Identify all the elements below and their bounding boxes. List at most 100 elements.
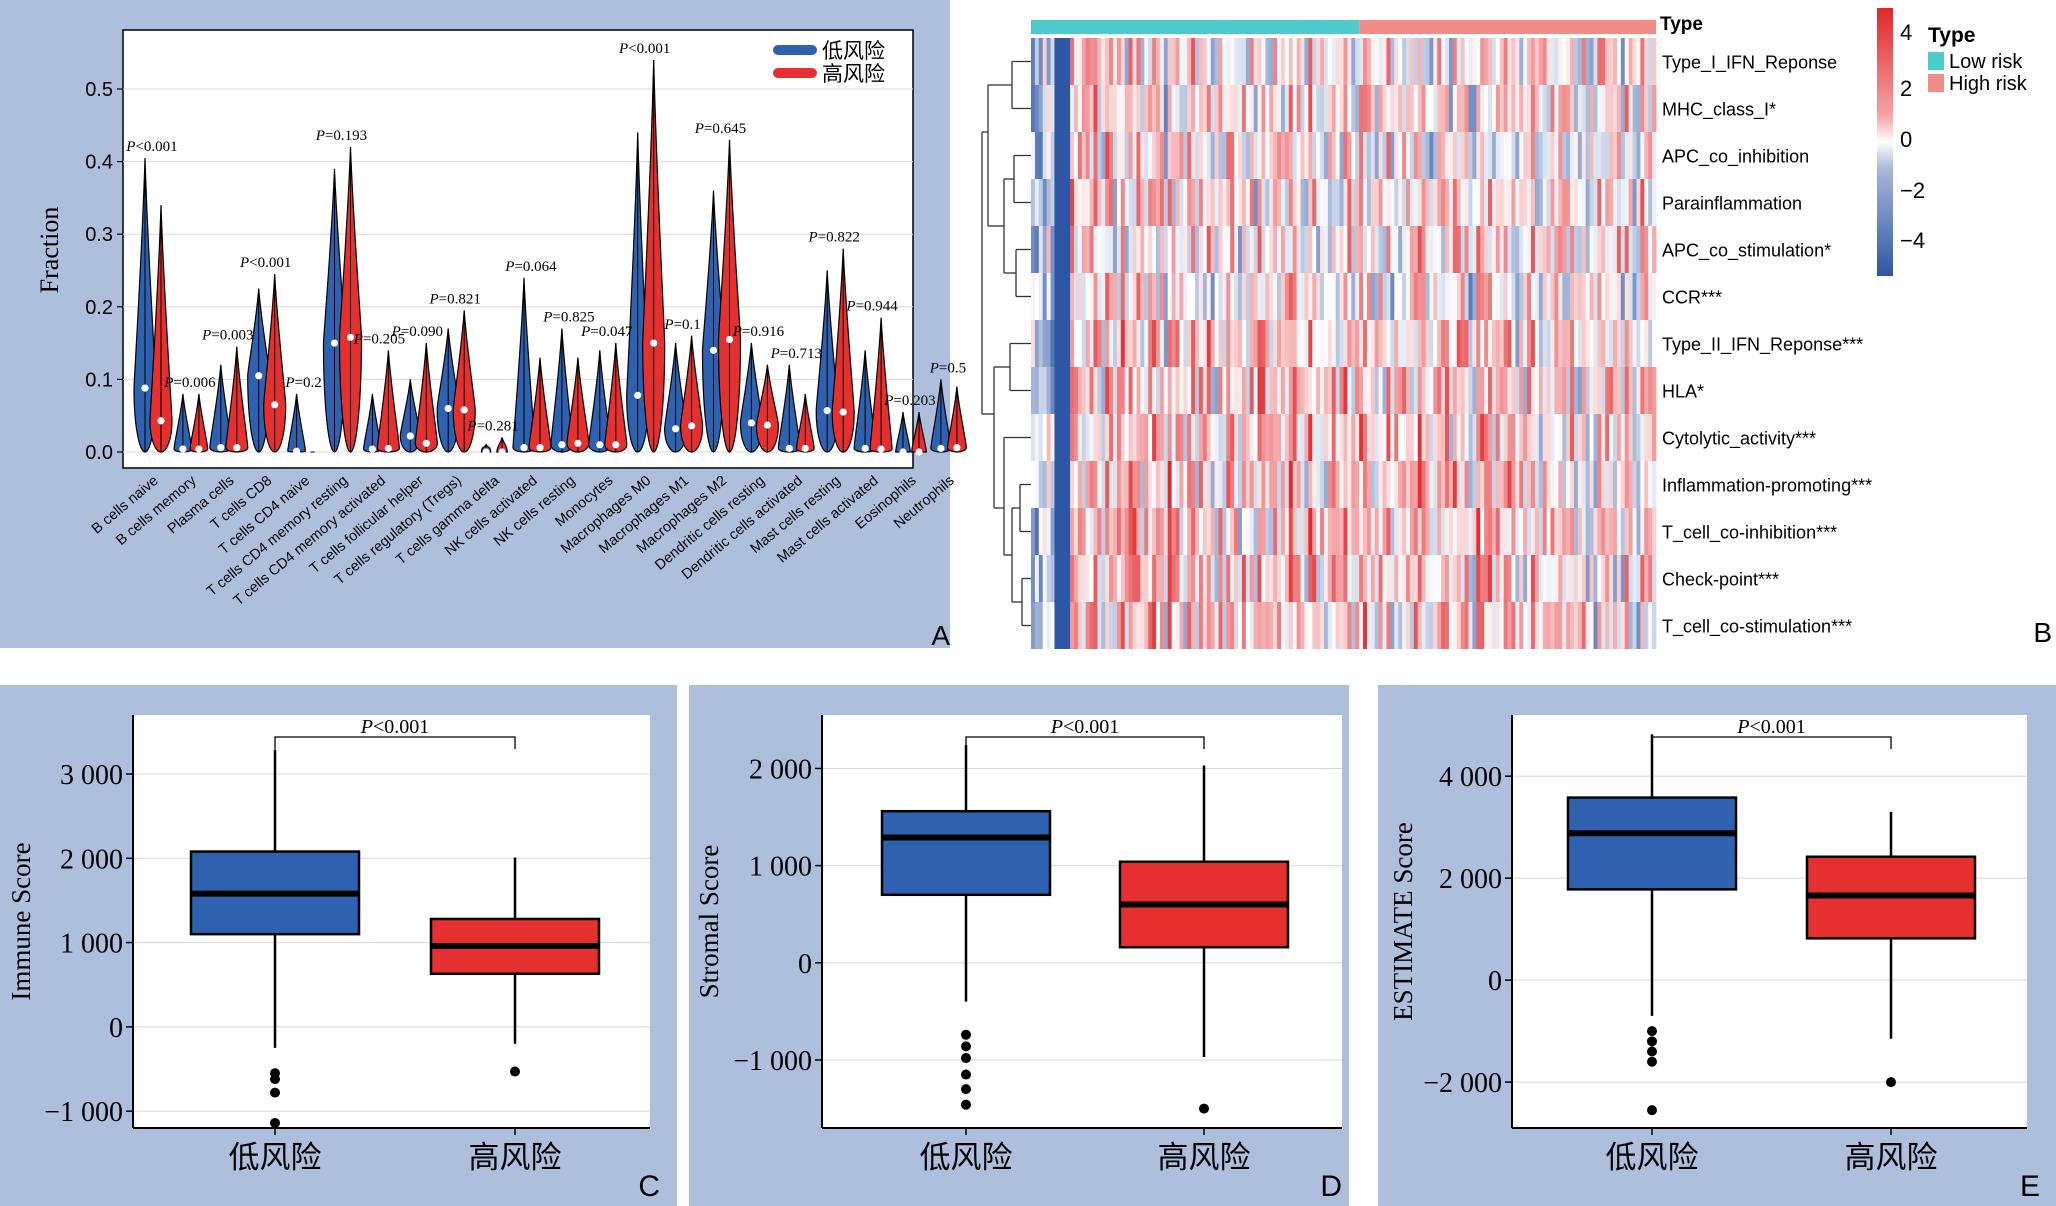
heatmap-cell: [1066, 38, 1071, 85]
heatmap-dendrogram: [981, 60, 1031, 627]
heatmap-cell: [1409, 273, 1415, 320]
heatmap-cell: [1390, 273, 1395, 320]
heatmap-cell: [1097, 179, 1102, 226]
heatmap-cell: [1093, 226, 1098, 273]
box-outlier-point: [961, 1084, 971, 1095]
heatmap-cell: [1202, 85, 1208, 132]
heatmap-cell: [1277, 320, 1282, 367]
heatmap-cell: [1277, 226, 1282, 273]
heatmap-cell: [1195, 602, 1200, 649]
heatmap-cell: [1593, 132, 1598, 179]
heatmap-cell: [1296, 273, 1301, 320]
heatmap-cell: [1034, 602, 1040, 649]
heatmap-cell: [1144, 85, 1149, 132]
heatmap-cell: [1230, 320, 1235, 367]
heatmap-cell: [1495, 461, 1501, 508]
heatmap-cell: [1034, 367, 1040, 414]
heatmap-cell: [1347, 273, 1352, 320]
heatmap-cell: [1628, 602, 1633, 649]
heatmap-cell: [1327, 320, 1333, 367]
violin-y-tick-label: 0.2: [85, 297, 113, 319]
heatmap-cell: [1581, 320, 1587, 367]
heatmap-cell: [1546, 273, 1551, 320]
heatmap-cell: [1616, 414, 1622, 461]
heatmap-cell: [1308, 179, 1313, 226]
heatmap-cell: [1652, 132, 1657, 179]
heatmap-cell: [1163, 320, 1169, 367]
heatmap-cell: [1296, 555, 1301, 602]
heatmap-cell: [1257, 179, 1262, 226]
heatmap-cell: [1031, 555, 1036, 602]
heatmap-cell: [1159, 132, 1165, 179]
heatmap-cell: [1253, 555, 1258, 602]
heatmap-cell: [1378, 273, 1383, 320]
heatmap-cell: [1581, 226, 1587, 273]
heatmap-cell: [1148, 273, 1153, 320]
heatmap-cell: [1448, 85, 1454, 132]
heatmap-cell: [1124, 461, 1130, 508]
significance-p-label: P<0.001: [1050, 716, 1120, 738]
heatmap-cell: [1570, 508, 1575, 555]
heatmap-cell: [1441, 226, 1446, 273]
heatmap-cell: [1288, 414, 1294, 461]
heatmap-cell: [1042, 226, 1048, 273]
heatmap-cell: [1230, 414, 1235, 461]
heatmap-cell: [1370, 461, 1376, 508]
heatmap-cell: [1277, 555, 1282, 602]
heatmap-cell: [1507, 508, 1512, 555]
heatmap-cell: [1386, 226, 1391, 273]
heatmap-cell: [1589, 367, 1594, 414]
heatmap-cell: [1538, 38, 1544, 85]
heatmap-cell: [1476, 320, 1481, 367]
heatmap-cell: [1601, 132, 1606, 179]
box-outlier-point: [961, 1041, 971, 1052]
heatmap-cell: [1370, 602, 1376, 649]
heatmap-cell: [1120, 179, 1126, 226]
heatmap-cell: [1378, 226, 1383, 273]
heatmap-cell: [1105, 320, 1110, 367]
heatmap-cell: [1327, 508, 1333, 555]
heatmap-cell: [1183, 226, 1188, 273]
heatmap-cell: [1202, 273, 1208, 320]
heatmap-cell: [1515, 461, 1520, 508]
heatmap-cell: [1527, 85, 1532, 132]
heatmap-cell: [1480, 273, 1485, 320]
heatmap-cell: [1390, 555, 1395, 602]
heatmap-cell: [1448, 414, 1454, 461]
heatmap-cell: [1628, 226, 1633, 273]
heatmap-cell: [1343, 38, 1348, 85]
heatmap-cell: [1456, 414, 1462, 461]
heatmap-cell: [1124, 555, 1130, 602]
violin-median-point: [877, 445, 885, 453]
heatmap-type-bar: [1031, 20, 1656, 34]
heatmap-cell: [1566, 226, 1571, 273]
heatmap-cell: [1292, 602, 1298, 649]
heatmap-cell: [1089, 179, 1094, 226]
box-x-tick-label: 高风险: [1158, 1140, 1251, 1175]
heatmap-cell: [1359, 320, 1364, 367]
heatmap-cell: [1534, 85, 1540, 132]
heatmap-cell: [1394, 508, 1399, 555]
heatmap-cell: [1105, 273, 1110, 320]
heatmap-cell: [1202, 38, 1208, 85]
heatmap-cell: [1515, 555, 1520, 602]
heatmap-cell: [1308, 414, 1313, 461]
heatmap-cell: [1101, 226, 1106, 273]
heatmap-cell: [1288, 85, 1294, 132]
heatmap-cell: [1323, 226, 1329, 273]
heatmap-cell: [1609, 132, 1614, 179]
heatmap-cell: [1109, 461, 1114, 508]
heatmap-cell: [1116, 367, 1122, 414]
heatmap-cell: [1441, 508, 1446, 555]
heatmap-cell: [1167, 367, 1173, 414]
heatmap-cell: [1292, 461, 1298, 508]
heatmap-cell: [1198, 414, 1204, 461]
heatmap-cell: [1191, 85, 1196, 132]
violin-median-point: [422, 439, 430, 447]
heatmap-cell: [1491, 508, 1497, 555]
heatmap-cell: [1253, 85, 1258, 132]
heatmap-cell: [1620, 273, 1626, 320]
heatmap-cell: [1089, 273, 1094, 320]
heatmap-cell: [1593, 179, 1598, 226]
heatmap-cell: [1300, 226, 1305, 273]
